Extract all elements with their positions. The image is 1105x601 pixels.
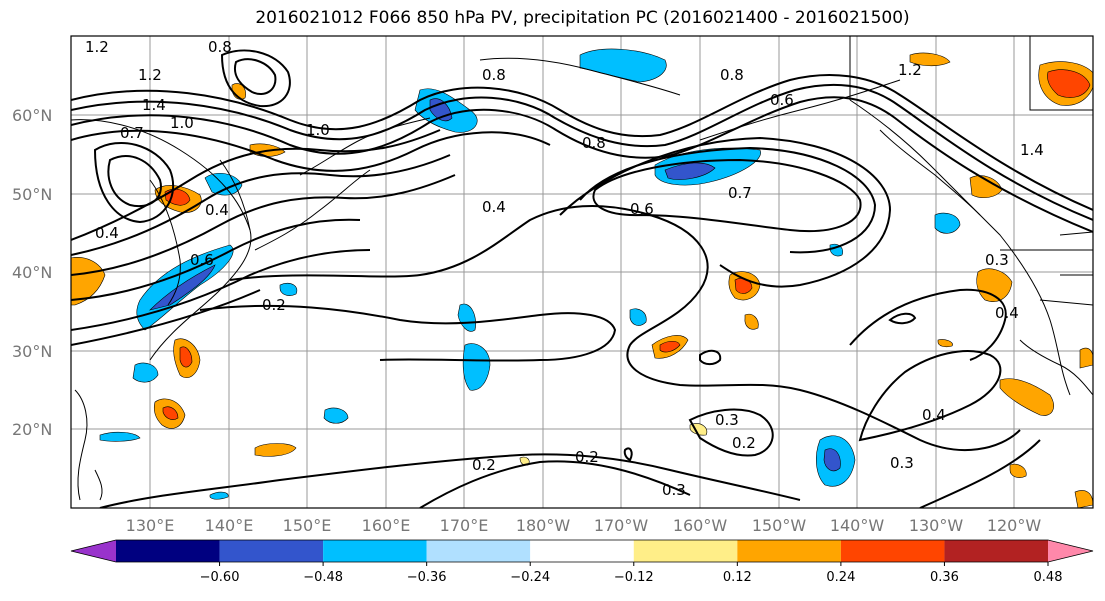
colorbar-tick-label: 0.24 <box>826 570 855 585</box>
contour-label: 0.2 <box>262 296 286 314</box>
contour-label: 1.4 <box>1020 141 1044 159</box>
colorbar-segment <box>323 540 427 562</box>
contour-label: 0.3 <box>985 251 1009 269</box>
colorbar-extend-high <box>1048 540 1093 562</box>
contour-label: 0.3 <box>715 411 739 429</box>
contour-label: 0.4 <box>95 224 119 242</box>
latitude-labels: 60°N 50°N 40°N 30°N 20°N <box>12 106 52 439</box>
colorbar-outline <box>70 539 1094 563</box>
contour-label: 1.0 <box>306 121 330 139</box>
contour-label: 1.2 <box>138 66 162 84</box>
contour-label: 0.6 <box>770 91 794 109</box>
colorbar-segment <box>426 540 531 562</box>
contour-label: 1.4 <box>142 96 166 114</box>
contour-label: 0.4 <box>205 201 229 219</box>
lon-label: 150°W <box>752 516 807 535</box>
contour-label: 0.8 <box>482 66 506 84</box>
colorbar-segment <box>944 540 1048 562</box>
lon-label: 170°E <box>440 516 489 535</box>
contour-labels: 1.2 0.8 1.2 1.4 1.0 0.7 0.8 1.0 0.8 0.8 … <box>85 38 1044 499</box>
colorbar-segment <box>737 540 841 562</box>
precipitation-shading <box>71 48 1093 508</box>
contour-label: 1.2 <box>898 61 922 79</box>
colorbar-tick-label: −0.24 <box>510 570 550 585</box>
contour-label: 0.8 <box>582 134 606 152</box>
contour-label: 0.4 <box>922 406 946 424</box>
lon-label: 130°E <box>126 516 175 535</box>
contour-label: 0.3 <box>890 454 914 472</box>
contour-label: 0.2 <box>472 456 496 474</box>
lat-label: 30°N <box>12 342 52 361</box>
colorbar-segment <box>219 540 324 562</box>
contour-label: 0.4 <box>482 198 506 216</box>
contour-label: 0.8 <box>208 38 232 56</box>
colorbar-segment <box>633 540 738 562</box>
colorbar-tick-label: 0.12 <box>723 570 752 585</box>
colorbar-segment <box>840 540 945 562</box>
map-frame <box>70 35 1094 509</box>
colorbar-segment <box>530 540 634 562</box>
colorbar-tick-label: −0.12 <box>614 570 654 585</box>
colorbar-tick-label: 0.36 <box>930 570 959 585</box>
colorbar-tick-label: 0.48 <box>1034 570 1063 585</box>
lon-label: 160°W <box>673 516 728 535</box>
colorbar-extend-low <box>71 540 116 562</box>
contour-label: 0.3 <box>662 481 686 499</box>
pv-contours <box>71 49 1093 508</box>
lat-label: 60°N <box>12 106 52 125</box>
contour-label: 0.7 <box>120 124 144 142</box>
lon-label: 120°W <box>987 516 1042 535</box>
colorbar-segment <box>116 540 220 562</box>
lon-label: 140°E <box>205 516 254 535</box>
lat-label: 20°N <box>12 420 52 439</box>
lon-label: 160°E <box>362 516 411 535</box>
contour-label: 0.7 <box>728 184 752 202</box>
contour-label: 0.2 <box>575 448 599 466</box>
lon-label: 130°W <box>909 516 964 535</box>
lon-label: 170°W <box>594 516 649 535</box>
contour-label: 1.0 <box>170 114 194 132</box>
lat-label: 50°N <box>12 185 52 204</box>
contour-label: 0.6 <box>630 200 654 218</box>
colorbar-tick-label: −0.36 <box>407 570 447 585</box>
colorbar-tick-label: −0.60 <box>200 570 240 585</box>
contour-label: 0.6 <box>190 251 214 269</box>
colorbar-tick-label: −0.48 <box>303 570 343 585</box>
map-title: 2016021012 F066 850 hPa PV, precipitatio… <box>255 8 910 28</box>
longitude-labels: 130°E 140°E 150°E 160°E 170°E 180°W 170°… <box>126 516 1042 535</box>
contour-label: 0.4 <box>995 304 1019 322</box>
lon-label: 140°W <box>830 516 885 535</box>
contour-label: 0.2 <box>732 434 756 452</box>
contour-label: 0.8 <box>720 66 744 84</box>
colorbar: −0.60 −0.48 −0.36 −0.24 −0.12 0.12 0.24 0.36 0.4… <box>70 539 1094 585</box>
lat-label: 40°N <box>12 263 52 282</box>
lon-label: 180°W <box>516 516 571 535</box>
contour-label: 1.2 <box>85 38 109 56</box>
lon-label: 150°E <box>283 516 332 535</box>
